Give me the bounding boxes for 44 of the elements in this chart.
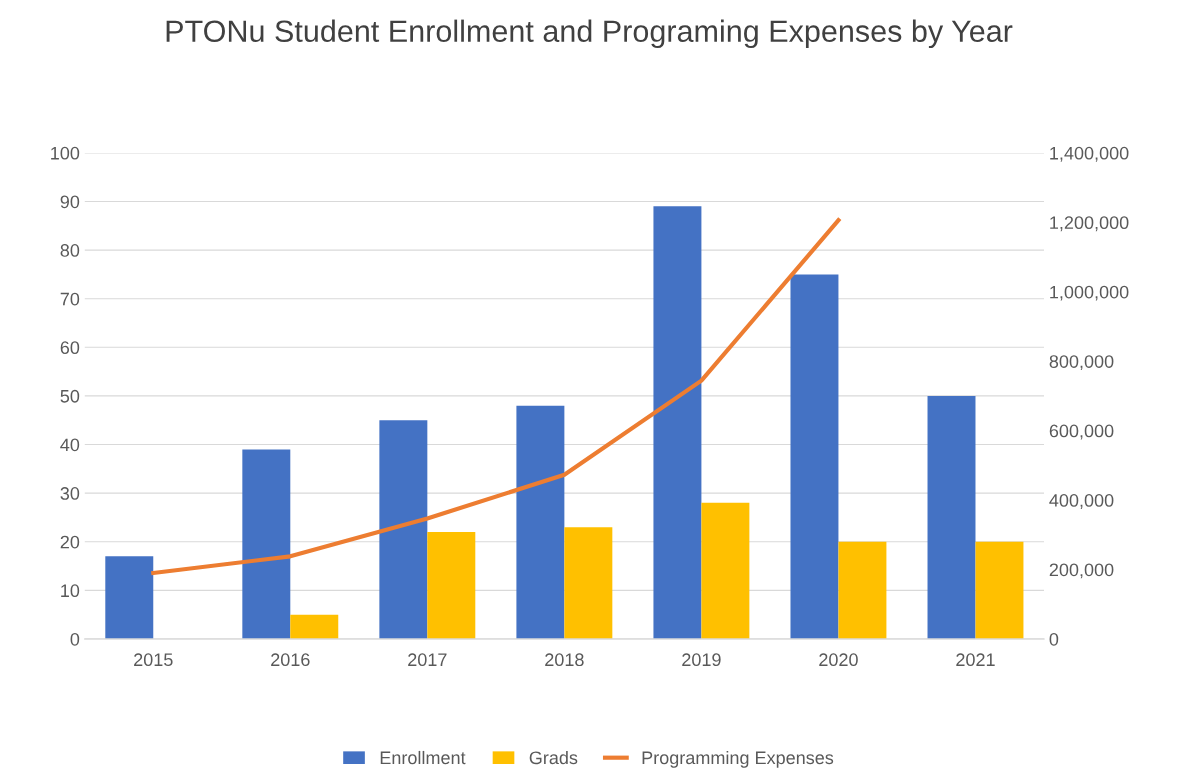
- x-tick-label: 2016: [271, 653, 310, 667]
- bar: [427, 532, 476, 639]
- legend-label: Programming Expenses: [642, 750, 834, 768]
- y2-tick-label: 1,000,000: [1050, 285, 1129, 301]
- y2-tick-label: 400,000: [1049, 494, 1114, 509]
- y-tick-label: 20: [60, 535, 80, 549]
- y-tick-label: 90: [60, 195, 80, 209]
- line-series: [151, 218, 841, 576]
- y2-tick-label: 200,000: [1049, 563, 1114, 579]
- y2-tick-label: 800,000: [1049, 355, 1114, 371]
- bar: [975, 541, 1024, 639]
- y-tick-label: 40: [60, 438, 80, 452]
- legend-label: Enrollment: [380, 750, 466, 765]
- bar: [653, 206, 702, 639]
- y2-tick-label: 1,200,000: [1050, 216, 1129, 232]
- bar: [927, 395, 976, 639]
- legend-label: Grads: [529, 750, 578, 765]
- y-tick-label: 80: [60, 244, 80, 257]
- chart-title: PTONu Student Enrollment and Programing Expenses by Year: [166, 19, 1013, 49]
- bar: [516, 405, 565, 639]
- x-tick-label: 2017: [408, 653, 447, 667]
- y2-tick-label: 600,000: [1049, 424, 1114, 440]
- y2-tick-label: 1,400,000: [1050, 146, 1129, 162]
- bar: [290, 614, 339, 639]
- x-tick-label: 2018: [545, 653, 584, 667]
- x-tick-label: 2019: [682, 653, 721, 667]
- bar: [105, 556, 154, 639]
- x-tick-label: 2021: [956, 653, 995, 667]
- y2-tick-label: 0: [1049, 632, 1059, 646]
- y-tick-label: 30: [60, 487, 80, 500]
- bar: [838, 541, 887, 639]
- y-tick-label: 60: [60, 341, 80, 355]
- y-tick-label: 10: [61, 584, 80, 598]
- y-tick-label: 100: [51, 146, 80, 160]
- bar: [790, 274, 839, 639]
- bar: [564, 527, 613, 639]
- bar: [701, 502, 750, 639]
- y-tick-label: 0: [70, 632, 80, 646]
- x-tick-label: 2015: [134, 653, 173, 667]
- bar: [242, 449, 291, 639]
- y-tick-label: 50: [60, 389, 80, 403]
- bar: [379, 420, 428, 639]
- y-tick-label: 70: [60, 292, 80, 306]
- x-tick-label: 2020: [819, 653, 858, 667]
